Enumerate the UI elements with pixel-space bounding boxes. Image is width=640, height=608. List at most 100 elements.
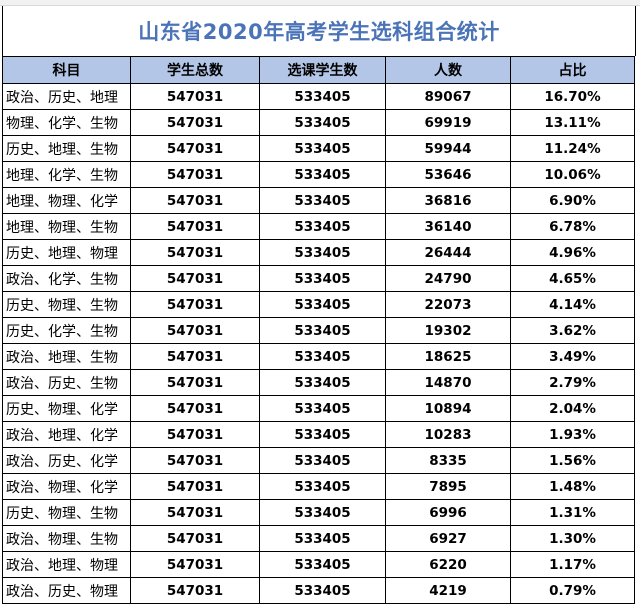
cell-count[interactable]: 69919 <box>385 109 511 136</box>
cell-ratio[interactable]: 2.04% <box>510 395 635 422</box>
cell-count[interactable]: 18625 <box>385 343 511 370</box>
cell-total-students[interactable]: 547031 <box>130 83 260 110</box>
header-selected-students[interactable]: 选课学生数 <box>259 56 386 84</box>
cell-subject[interactable]: 历史、物理、生物 <box>2 291 131 318</box>
cell-subject[interactable]: 政治、地理、物理 <box>2 551 131 578</box>
cell-total-students[interactable]: 547031 <box>130 239 260 266</box>
cell-total-students[interactable]: 547031 <box>130 187 260 214</box>
cell-total-students[interactable]: 547031 <box>130 291 260 318</box>
cell-count[interactable]: 89067 <box>385 83 511 110</box>
cell-count[interactable]: 22073 <box>385 291 511 318</box>
cell-selected-students[interactable]: 533405 <box>259 109 386 136</box>
cell-ratio[interactable]: 3.49% <box>510 343 635 370</box>
cell-total-students[interactable]: 547031 <box>130 213 260 240</box>
cell-selected-students[interactable]: 533405 <box>259 135 386 162</box>
cell-subject[interactable]: 政治、历史、地理 <box>2 83 131 110</box>
cell-count[interactable]: 26444 <box>385 239 511 266</box>
cell-subject[interactable]: 政治、地理、生物 <box>2 343 131 370</box>
cell-subject[interactable]: 政治、历史、化学 <box>2 447 131 474</box>
cell-count[interactable]: 6996 <box>385 499 511 526</box>
cell-subject[interactable]: 地理、物理、生物 <box>2 213 131 240</box>
cell-selected-students[interactable]: 533405 <box>259 317 386 344</box>
cell-count[interactable]: 24790 <box>385 265 511 292</box>
cell-selected-students[interactable]: 533405 <box>259 551 386 578</box>
cell-ratio[interactable]: 4.65% <box>510 265 635 292</box>
cell-subject[interactable]: 历史、地理、生物 <box>2 135 131 162</box>
cell-count[interactable]: 10894 <box>385 395 511 422</box>
cell-total-students[interactable]: 547031 <box>130 421 260 448</box>
cell-ratio[interactable]: 4.14% <box>510 291 635 318</box>
cell-subject[interactable]: 物理、化学、生物 <box>2 109 131 136</box>
cell-total-students[interactable]: 547031 <box>130 447 260 474</box>
cell-ratio[interactable]: 1.56% <box>510 447 635 474</box>
cell-subject[interactable]: 历史、物理、生物 <box>2 499 131 526</box>
header-total-students[interactable]: 学生总数 <box>130 56 260 84</box>
cell-count[interactable]: 14870 <box>385 369 511 396</box>
cell-selected-students[interactable]: 533405 <box>259 161 386 188</box>
cell-count[interactable]: 6927 <box>385 525 511 552</box>
cell-subject[interactable]: 政治、历史、生物 <box>2 369 131 396</box>
cell-ratio[interactable]: 4.96% <box>510 239 635 266</box>
cell-selected-students[interactable]: 533405 <box>259 265 386 292</box>
cell-selected-students[interactable]: 533405 <box>259 187 386 214</box>
cell-subject[interactable]: 政治、物理、化学 <box>2 473 131 500</box>
cell-total-students[interactable]: 547031 <box>130 109 260 136</box>
cell-count[interactable]: 8335 <box>385 447 511 474</box>
cell-ratio[interactable]: 13.11% <box>510 109 635 136</box>
cell-subject[interactable]: 政治、历史、物理 <box>2 577 131 604</box>
cell-total-students[interactable]: 547031 <box>130 395 260 422</box>
cell-ratio[interactable]: 1.31% <box>510 499 635 526</box>
cell-ratio[interactable]: 10.06% <box>510 161 635 188</box>
header-count[interactable]: 人数 <box>385 56 511 84</box>
cell-total-students[interactable]: 547031 <box>130 577 260 604</box>
cell-total-students[interactable]: 547031 <box>130 525 260 552</box>
cell-total-students[interactable]: 547031 <box>130 551 260 578</box>
cell-count[interactable]: 59944 <box>385 135 511 162</box>
cell-count[interactable]: 6220 <box>385 551 511 578</box>
cell-subject[interactable]: 历史、地理、物理 <box>2 239 131 266</box>
cell-subject[interactable]: 政治、物理、生物 <box>2 525 131 552</box>
cell-ratio[interactable]: 1.17% <box>510 551 635 578</box>
header-ratio[interactable]: 占比 <box>510 56 635 84</box>
cell-ratio[interactable]: 3.62% <box>510 317 635 344</box>
cell-selected-students[interactable]: 533405 <box>259 213 386 240</box>
cell-ratio[interactable]: 2.79% <box>510 369 635 396</box>
cell-subject[interactable]: 政治、化学、生物 <box>2 265 131 292</box>
cell-ratio[interactable]: 1.93% <box>510 421 635 448</box>
cell-count[interactable]: 36816 <box>385 187 511 214</box>
cell-selected-students[interactable]: 533405 <box>259 499 386 526</box>
cell-ratio[interactable]: 11.24% <box>510 135 635 162</box>
cell-ratio[interactable]: 1.48% <box>510 473 635 500</box>
cell-subject[interactable]: 历史、化学、生物 <box>2 317 131 344</box>
cell-subject[interactable]: 地理、物理、化学 <box>2 187 131 214</box>
cell-selected-students[interactable]: 533405 <box>259 473 386 500</box>
cell-ratio[interactable]: 6.78% <box>510 213 635 240</box>
cell-subject[interactable]: 地理、化学、生物 <box>2 161 131 188</box>
header-subject[interactable]: 科目 <box>2 56 131 84</box>
cell-selected-students[interactable]: 533405 <box>259 239 386 266</box>
cell-subject[interactable]: 政治、地理、化学 <box>2 421 131 448</box>
cell-count[interactable]: 10283 <box>385 421 511 448</box>
cell-total-students[interactable]: 547031 <box>130 473 260 500</box>
cell-count[interactable]: 53646 <box>385 161 511 188</box>
cell-total-students[interactable]: 547031 <box>130 317 260 344</box>
cell-selected-students[interactable]: 533405 <box>259 83 386 110</box>
cell-selected-students[interactable]: 533405 <box>259 343 386 370</box>
cell-count[interactable]: 36140 <box>385 213 511 240</box>
cell-count[interactable]: 7895 <box>385 473 511 500</box>
cell-selected-students[interactable]: 533405 <box>259 291 386 318</box>
cell-total-students[interactable]: 547031 <box>130 343 260 370</box>
cell-subject[interactable]: 历史、物理、化学 <box>2 395 131 422</box>
cell-count[interactable]: 4219 <box>385 577 511 604</box>
cell-ratio[interactable]: 6.90% <box>510 187 635 214</box>
cell-total-students[interactable]: 547031 <box>130 499 260 526</box>
cell-total-students[interactable]: 547031 <box>130 369 260 396</box>
cell-total-students[interactable]: 547031 <box>130 135 260 162</box>
cell-selected-students[interactable]: 533405 <box>259 369 386 396</box>
cell-ratio[interactable]: 0.79% <box>510 577 635 604</box>
cell-ratio[interactable]: 1.30% <box>510 525 635 552</box>
cell-selected-students[interactable]: 533405 <box>259 421 386 448</box>
cell-total-students[interactable]: 547031 <box>130 161 260 188</box>
cell-selected-students[interactable]: 533405 <box>259 525 386 552</box>
cell-selected-students[interactable]: 533405 <box>259 577 386 604</box>
